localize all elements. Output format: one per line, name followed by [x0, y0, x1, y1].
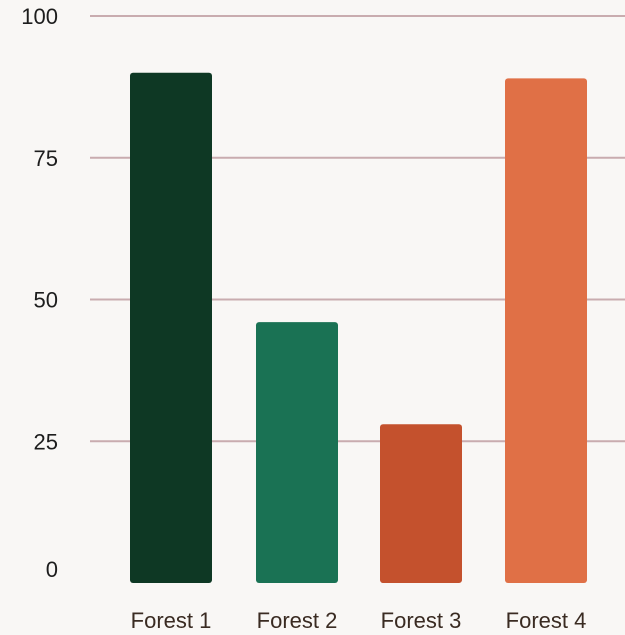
- x-axis-labels: Forest 1 Forest 2 Forest 3 Forest 4: [131, 608, 587, 633]
- bar-forest-1: [130, 72, 212, 583]
- bar-forest-4: [505, 78, 587, 584]
- y-tick-label: 75: [34, 146, 58, 171]
- y-tick-label: 100: [21, 4, 58, 29]
- y-tick-label: 50: [34, 288, 58, 313]
- bars: [130, 72, 587, 584]
- y-tick-label: 0: [46, 557, 58, 582]
- y-axis-ticks: 0 25 50 75 100: [21, 4, 58, 582]
- x-category-label: Forest 2: [257, 608, 338, 633]
- y-tick-label: 25: [34, 429, 58, 454]
- bar-forest-2: [256, 322, 338, 583]
- x-category-label: Forest 4: [506, 608, 587, 633]
- bar-forest-3: [380, 424, 462, 583]
- x-category-label: Forest 3: [381, 608, 462, 633]
- x-category-label: Forest 1: [131, 608, 212, 633]
